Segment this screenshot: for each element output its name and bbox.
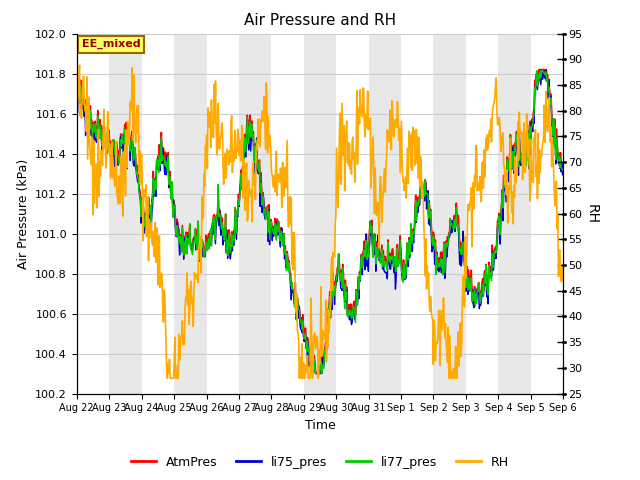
Bar: [466, 34, 499, 394]
Bar: [174, 34, 207, 394]
Bar: [141, 34, 174, 394]
Bar: [109, 34, 141, 394]
Legend: AtmPres, li75_pres, li77_pres, RH: AtmPres, li75_pres, li77_pres, RH: [125, 451, 515, 474]
Bar: [271, 34, 304, 394]
Bar: [207, 34, 239, 394]
Bar: [499, 34, 531, 394]
Title: Air Pressure and RH: Air Pressure and RH: [244, 13, 396, 28]
Bar: [304, 34, 336, 394]
Bar: [531, 34, 563, 394]
Bar: [369, 34, 401, 394]
X-axis label: Time: Time: [305, 419, 335, 432]
Y-axis label: RH: RH: [585, 204, 599, 224]
Text: EE_mixed: EE_mixed: [82, 39, 140, 49]
Bar: [239, 34, 271, 394]
Bar: [401, 34, 433, 394]
Bar: [433, 34, 466, 394]
Bar: [336, 34, 369, 394]
Bar: [77, 34, 109, 394]
Y-axis label: Air Pressure (kPa): Air Pressure (kPa): [17, 158, 30, 269]
